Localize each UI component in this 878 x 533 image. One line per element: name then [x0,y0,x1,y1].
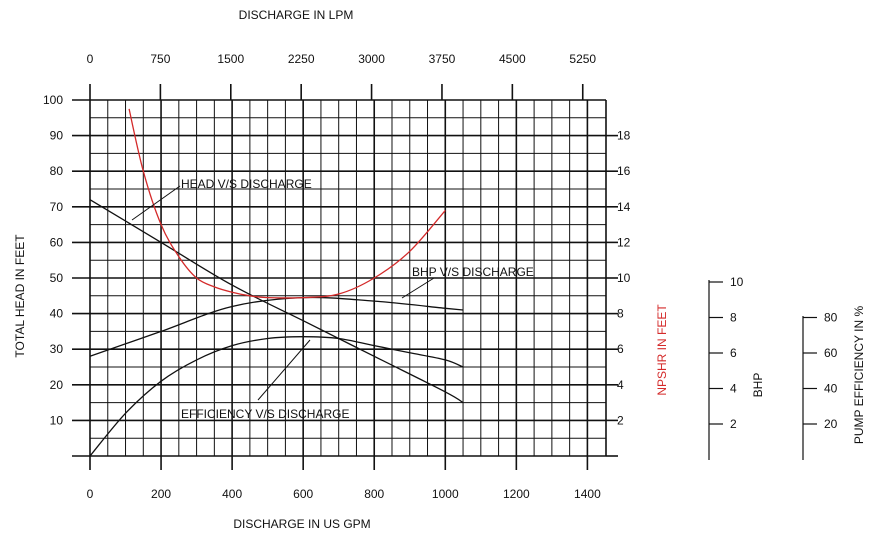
efficiency-axis-label: PUMP EFFICIENCY IN % [852,306,866,445]
grid [72,99,618,457]
left-axis-label: TOTAL HEAD IN FEET [13,234,27,358]
top-tick-label: 2250 [288,52,315,66]
bhp-leader-line [401,277,435,299]
npshr-tick-label: 16 [617,164,631,178]
npshr-tick-label: 4 [617,378,624,392]
bhp-axis-label: BHP [751,373,765,398]
bottom-tick-label: 400 [222,487,242,501]
head-leader-line [131,185,181,221]
efficiency-tick-label: 20 [824,417,838,431]
bhp-tick-label: 6 [730,346,737,360]
efficiency-tick-label: 60 [824,346,838,360]
left-tick-label: 70 [50,200,64,214]
left-tick-label: 80 [50,164,64,178]
top-tick-label: 0 [87,52,94,66]
left-tick-label: 100 [43,93,63,107]
efficiency-tick-label: 40 [824,382,838,396]
npshr-tick-label: 6 [617,342,624,356]
left-tick-label: 50 [50,271,64,285]
npshr-tick-label: 14 [617,200,631,214]
left-tick-label: 60 [50,235,64,249]
bhp-tick-label: 10 [730,275,744,289]
top-tick-label: 3750 [429,52,456,66]
efficiency-curve [89,336,464,457]
bhp-curve [89,296,464,357]
left-tick-label: 40 [50,307,64,321]
series [89,108,464,457]
left-tick-label: 90 [50,129,64,143]
top-tick-label: 1500 [217,52,244,66]
top-tick-label: 4500 [499,52,526,66]
efficiency-annotation: EFFICIENCY V/S DISCHARGE [181,407,349,421]
head-annotation: HEAD V/S DISCHARGE [181,177,312,191]
npshr-tick-label: 10 [617,271,631,285]
npshr-axis-label: NPSHR IN FEET [655,304,669,396]
npshr-curve [128,108,446,299]
bhp-tick-label: 4 [730,382,737,396]
bottom-tick-label: 600 [293,487,313,501]
bottom-tick-label: 1000 [432,487,459,501]
top-axis-label: DISCHARGE IN LPM [239,8,354,22]
bhp-annotation: BHP V/S DISCHARGE [412,265,534,279]
left-tick-label: 10 [50,413,64,427]
bottom-axis-label: DISCHARGE IN US GPM [233,517,370,531]
top-tick-label: 5250 [569,52,596,66]
efficiency-leader-line [257,339,311,401]
head-curve [89,199,464,404]
bottom-tick-label: 800 [364,487,384,501]
top-tick-label: 3000 [358,52,385,66]
npshr-tick-label: 2 [617,413,624,427]
left-tick-label: 30 [50,342,64,356]
bottom-tick-label: 0 [87,487,94,501]
efficiency-tick-label: 80 [824,311,838,325]
bottom-tick-label: 200 [151,487,171,501]
top-tick-label: 750 [150,52,170,66]
npshr-tick-label: 18 [617,129,631,143]
bhp-tick-label: 8 [730,311,737,325]
bottom-tick-label: 1400 [574,487,601,501]
bhp-tick-label: 2 [730,417,737,431]
npshr-tick-label: 12 [617,235,631,249]
bottom-tick-label: 1200 [503,487,530,501]
left-tick-label: 20 [50,378,64,392]
npshr-tick-label: 8 [617,307,624,321]
